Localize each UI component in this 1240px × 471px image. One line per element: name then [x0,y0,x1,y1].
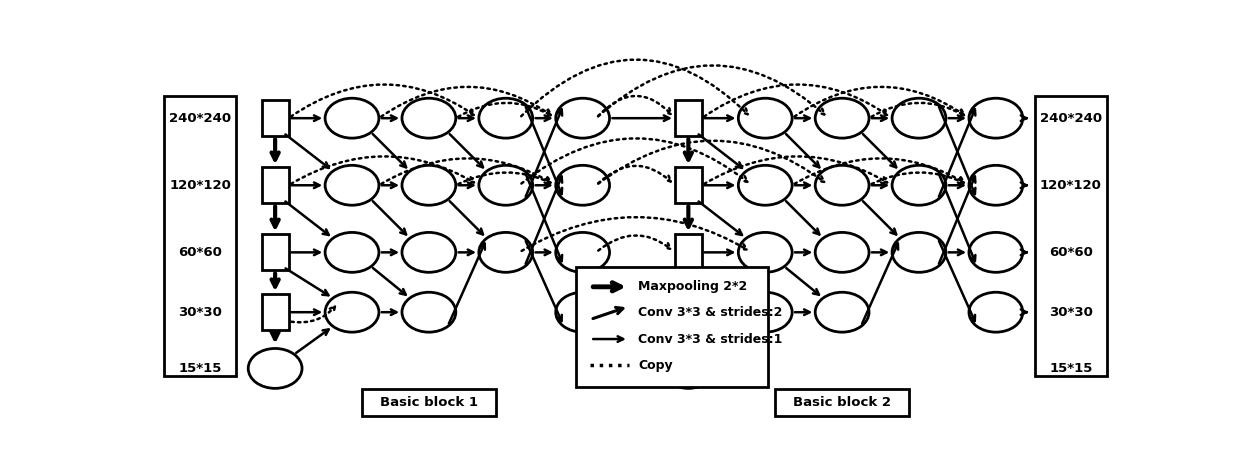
Text: 240*240: 240*240 [1040,112,1102,125]
Ellipse shape [815,165,869,205]
Ellipse shape [815,232,869,272]
Ellipse shape [402,98,456,138]
Ellipse shape [325,98,379,138]
Ellipse shape [968,165,1023,205]
Ellipse shape [815,292,869,332]
Ellipse shape [325,165,379,205]
Ellipse shape [738,292,792,332]
FancyBboxPatch shape [262,100,289,136]
FancyBboxPatch shape [675,100,702,136]
FancyBboxPatch shape [262,294,289,330]
Ellipse shape [968,232,1023,272]
Ellipse shape [815,98,869,138]
Text: Copy: Copy [639,358,673,372]
Text: Basic block 2: Basic block 2 [794,397,892,409]
FancyBboxPatch shape [675,167,702,203]
Text: 60*60: 60*60 [1049,246,1092,259]
Text: Basic block 1: Basic block 1 [379,397,477,409]
FancyBboxPatch shape [164,97,236,376]
Ellipse shape [479,165,533,205]
Ellipse shape [968,292,1023,332]
Ellipse shape [402,165,456,205]
Ellipse shape [402,292,456,332]
Text: Maxpooling 2*2: Maxpooling 2*2 [639,280,748,293]
Text: 120*120: 120*120 [1040,179,1102,192]
Text: 240*240: 240*240 [169,112,231,125]
Ellipse shape [556,98,610,138]
Text: 60*60: 60*60 [179,246,222,259]
Ellipse shape [556,165,610,205]
Ellipse shape [325,292,379,332]
FancyBboxPatch shape [262,234,289,270]
Ellipse shape [479,98,533,138]
FancyBboxPatch shape [1035,97,1107,376]
Ellipse shape [738,232,792,272]
Ellipse shape [479,232,533,272]
FancyBboxPatch shape [675,294,702,330]
Ellipse shape [556,292,610,332]
Text: 30*30: 30*30 [1049,306,1092,319]
Ellipse shape [661,349,715,389]
FancyBboxPatch shape [362,389,496,416]
Ellipse shape [892,232,946,272]
Ellipse shape [402,232,456,272]
FancyBboxPatch shape [262,167,289,203]
Text: Conv 3*3 & strides:2: Conv 3*3 & strides:2 [639,307,782,319]
Ellipse shape [892,165,946,205]
Ellipse shape [892,98,946,138]
Text: 15*15: 15*15 [179,362,222,375]
FancyBboxPatch shape [675,234,702,270]
Ellipse shape [248,349,303,389]
Ellipse shape [968,98,1023,138]
Ellipse shape [556,232,610,272]
Text: 30*30: 30*30 [179,306,222,319]
Ellipse shape [738,165,792,205]
Text: Conv 3*3 & strides:1: Conv 3*3 & strides:1 [639,333,782,346]
FancyBboxPatch shape [575,267,768,387]
Ellipse shape [738,98,792,138]
FancyBboxPatch shape [775,389,909,416]
Text: 15*15: 15*15 [1049,362,1092,375]
Ellipse shape [325,232,379,272]
Text: 120*120: 120*120 [169,179,231,192]
